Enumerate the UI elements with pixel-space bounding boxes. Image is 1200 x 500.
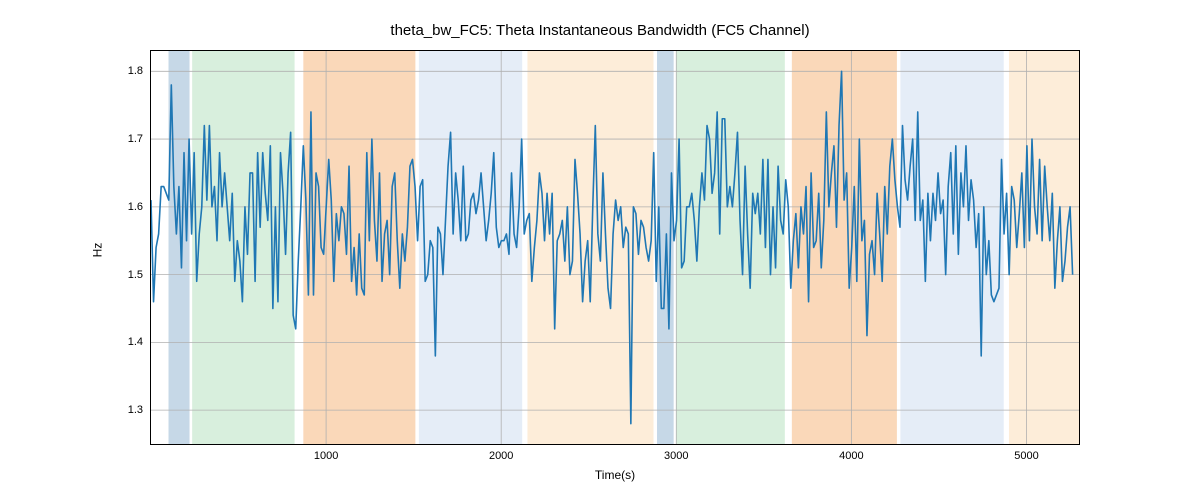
y-tick-label: 1.8 [128, 65, 151, 77]
background-region [676, 51, 785, 444]
chart-svg [151, 51, 1079, 444]
y-tick-label: 1.3 [128, 404, 151, 416]
x-tick-label: 4000 [839, 444, 863, 462]
y-tick-label: 1.5 [128, 269, 151, 281]
background-region [1009, 51, 1079, 444]
y-axis-label: Hz [90, 243, 104, 258]
background-region [419, 51, 522, 444]
figure: theta_bw_FC5: Theta Instantaneous Bandwi… [0, 0, 1200, 500]
x-axis-label: Time(s) [150, 468, 1080, 482]
background-region [527, 51, 653, 444]
plot-area: 1.31.41.51.61.71.8 10002000300040005000 [150, 50, 1080, 445]
y-tick-label: 1.6 [128, 201, 151, 213]
y-tick-label: 1.4 [128, 336, 151, 348]
x-tick-label: 3000 [664, 444, 688, 462]
x-tick-label: 1000 [314, 444, 338, 462]
chart-title: theta_bw_FC5: Theta Instantaneous Bandwi… [0, 22, 1200, 39]
x-tick-label: 2000 [489, 444, 513, 462]
x-tick-label: 5000 [1014, 444, 1038, 462]
y-tick-label: 1.7 [128, 133, 151, 145]
